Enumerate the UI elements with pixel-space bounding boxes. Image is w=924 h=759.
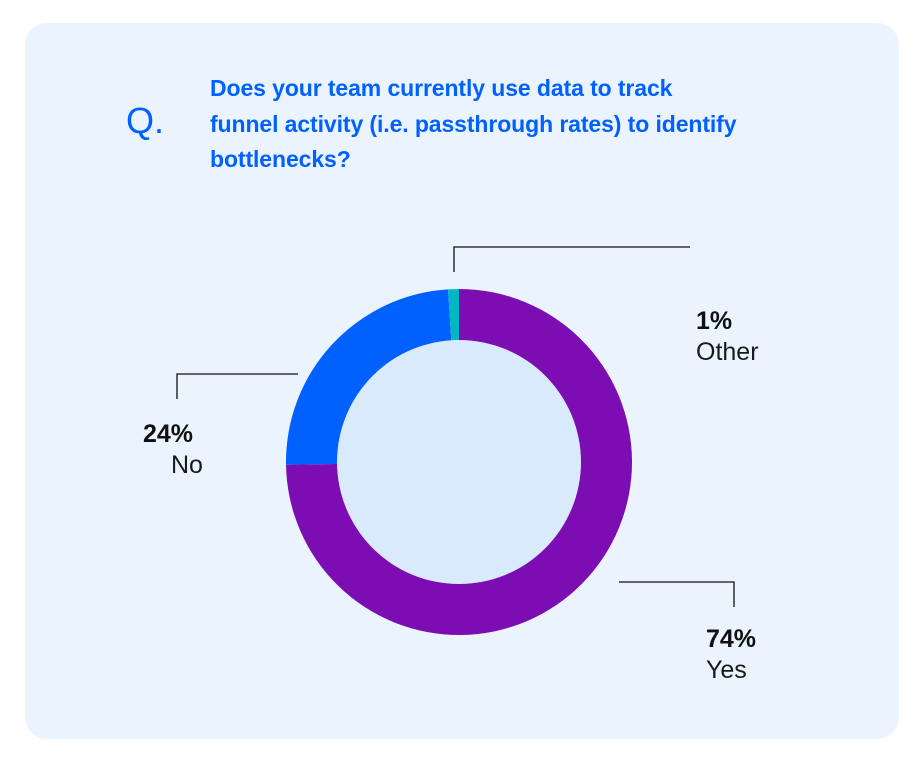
question-marker: Q. <box>126 100 165 141</box>
leader-line-no <box>176 373 298 399</box>
question-line: Does your team currently use data to tra… <box>210 75 673 101</box>
label-yes-pct: 74% <box>706 625 757 653</box>
label-other: 1% Other <box>696 306 759 368</box>
label-no: 24% No <box>143 419 203 481</box>
donut-hole <box>337 340 581 584</box>
label-yes: 74% Yes <box>706 624 756 686</box>
question-line: bottlenecks? <box>210 146 351 172</box>
question-line: funnel activity (i.e. passthrough rates)… <box>210 110 737 137</box>
label-no-pct: 24% <box>143 420 194 448</box>
label-yes-name: Yes <box>706 656 747 684</box>
label-other-pct: 1% <box>696 307 733 335</box>
label-no-name: No <box>171 451 203 479</box>
label-other-name: Other <box>696 338 759 366</box>
leader-line-yes <box>619 581 735 607</box>
question-text: Does your team currently use data to tra… <box>210 71 830 178</box>
leader-line-other <box>453 246 690 272</box>
